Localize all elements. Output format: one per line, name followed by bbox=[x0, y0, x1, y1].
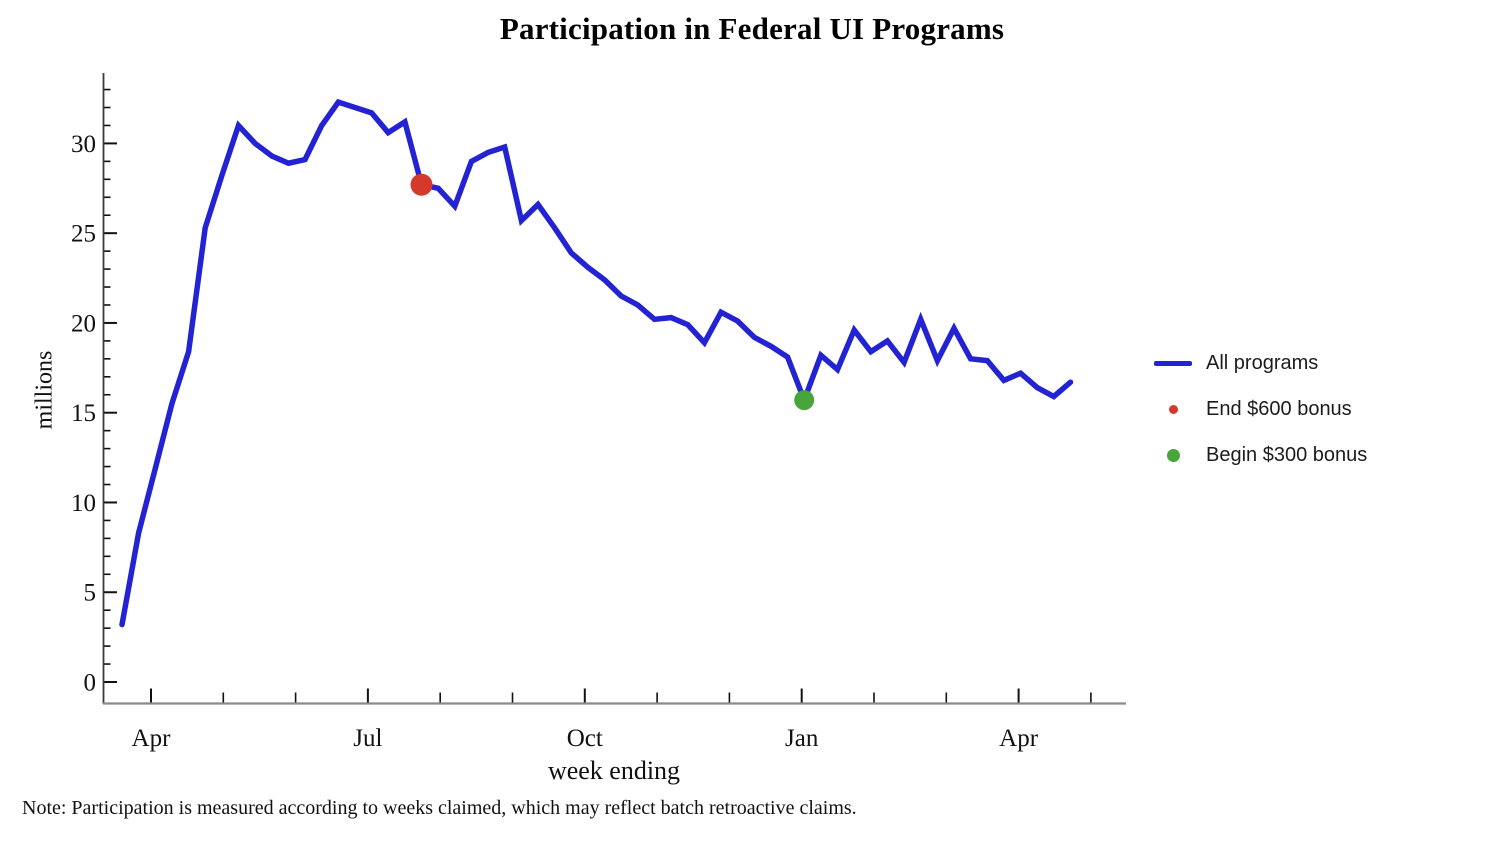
series-line-all-programs bbox=[119, 98, 1074, 628]
red-dot-icon bbox=[1153, 404, 1193, 414]
y-tick-label: 15 bbox=[71, 400, 96, 427]
series-lines bbox=[119, 98, 1074, 628]
y-tick-label: 25 bbox=[71, 221, 96, 248]
x-tick-label: Jul bbox=[353, 725, 382, 752]
legend-label: End $600 bonus bbox=[1206, 397, 1352, 420]
y-tick-label: 5 bbox=[84, 580, 97, 607]
chart-legend: All programs End $600 bonus Begin $300 b… bbox=[1153, 352, 1367, 490]
legend-label: All programs bbox=[1206, 351, 1319, 374]
legend-item-all-programs: All programs bbox=[1153, 352, 1367, 374]
y-tick-labels: 0 5 10 15 20 25 30 bbox=[71, 131, 96, 697]
y-tick-label: 10 bbox=[71, 490, 96, 517]
x-tick-label: Jan bbox=[785, 725, 819, 752]
y-tick-label: 0 bbox=[84, 670, 97, 697]
y-tick-label: 20 bbox=[71, 310, 96, 337]
y-axis-label: millions bbox=[31, 350, 58, 430]
footnote: Note: Participation is measured accordin… bbox=[22, 797, 857, 819]
x-ticks bbox=[150, 688, 1092, 704]
legend-item-begin-300-bonus: Begin $300 bonus bbox=[1153, 444, 1367, 466]
legend-label: Begin $300 bonus bbox=[1206, 443, 1368, 466]
x-tick-label: Apr bbox=[132, 725, 172, 752]
x-tick-label: Oct bbox=[567, 725, 603, 752]
marker-end-600-bonus bbox=[410, 173, 433, 196]
chart-title: Participation in Federal UI Programs bbox=[499, 11, 1005, 46]
legend-item-end-600-bonus: End $600 bonus bbox=[1153, 398, 1367, 420]
x-tick-label: Apr bbox=[999, 725, 1039, 752]
green-dot-icon bbox=[1153, 448, 1193, 462]
line-swatch-icon bbox=[1153, 360, 1193, 366]
x-tick-labels: Apr Jul Oct Jan Apr bbox=[132, 725, 1039, 752]
y-tick-label: 30 bbox=[71, 131, 96, 158]
y-major-ticks bbox=[103, 142, 117, 683]
event-markers bbox=[410, 173, 815, 411]
y-minor-ticks bbox=[103, 88, 111, 665]
x-axis-label: week ending bbox=[547, 756, 681, 785]
marker-begin-300-bonus bbox=[794, 390, 815, 411]
